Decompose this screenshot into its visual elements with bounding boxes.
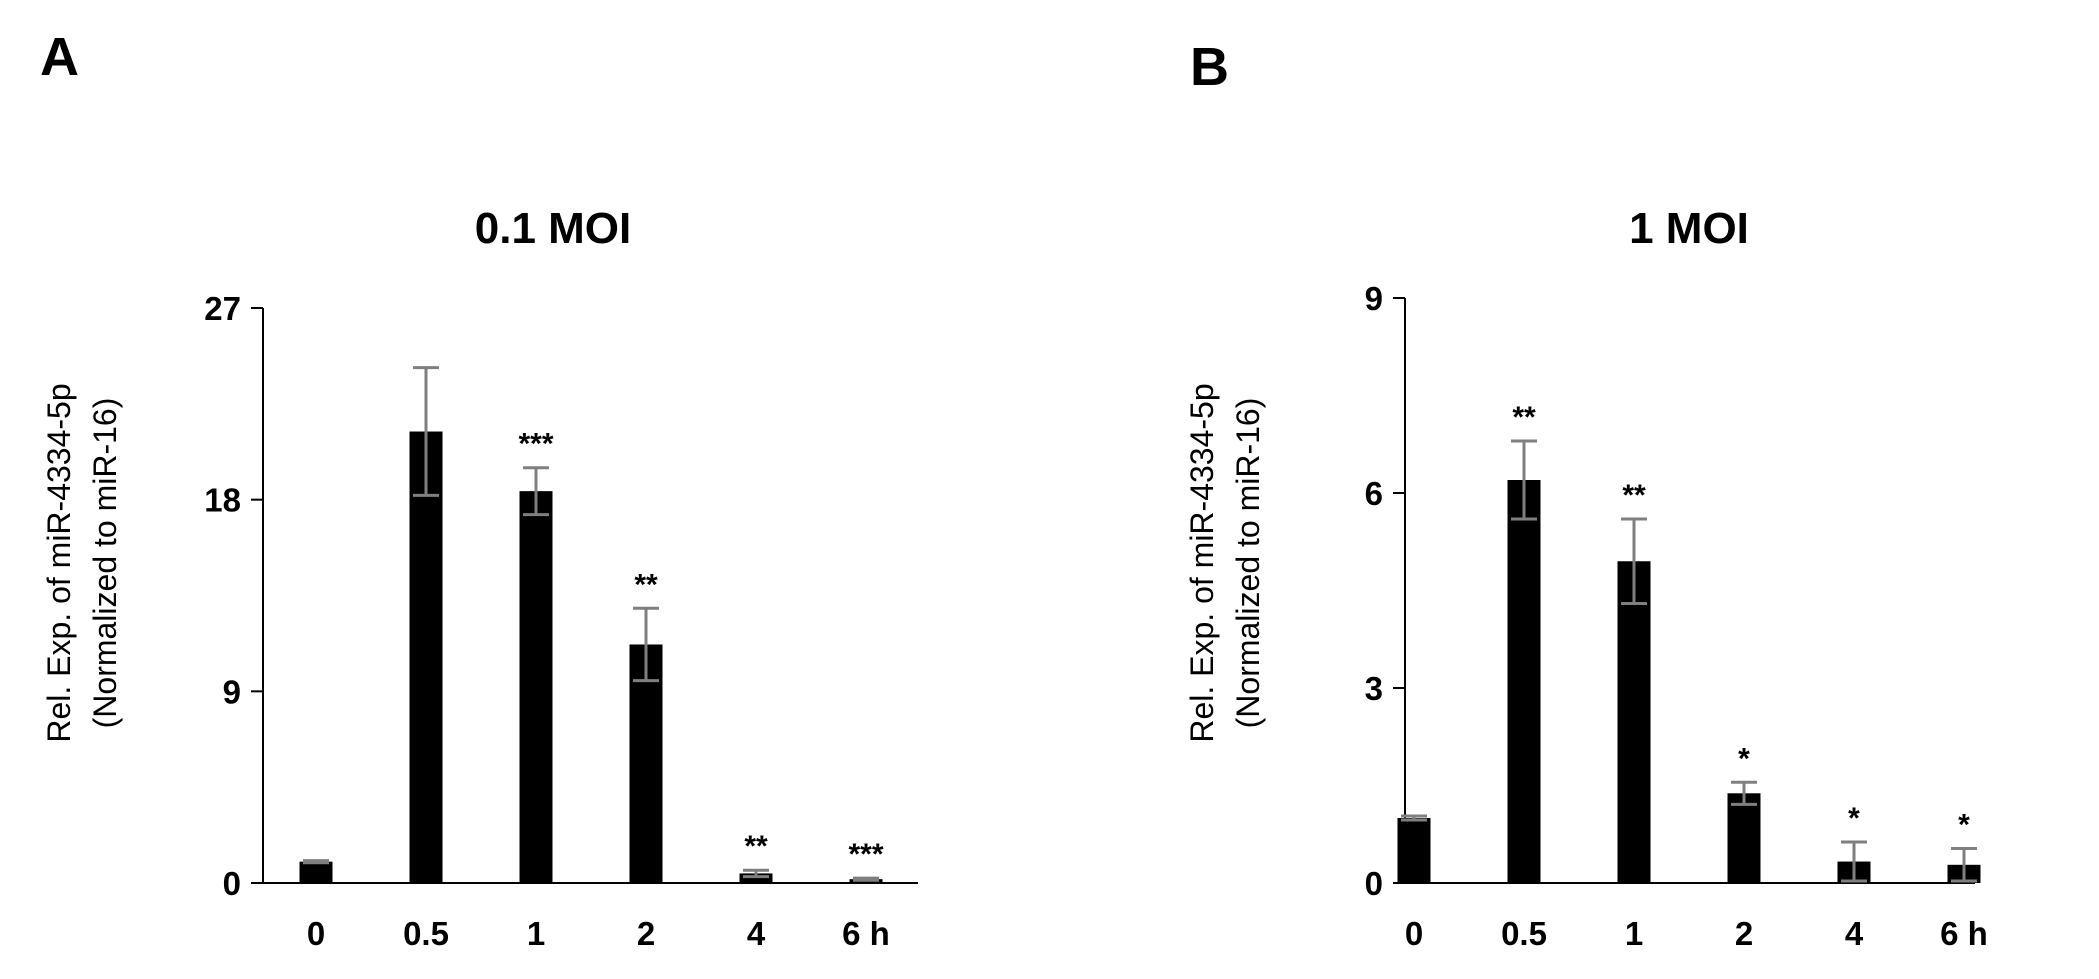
x-tick-label-a: 6 h (842, 915, 890, 952)
panel-b: B 1 MOI Rel. Exp. of miR-4334-5p (Normal… (1184, 37, 1988, 952)
bar-a (739, 873, 773, 883)
panel-letter-a: A (40, 27, 79, 87)
bar-b (1397, 818, 1431, 883)
significance-label-a: *** (848, 838, 883, 871)
significance-label-b: * (1738, 742, 1750, 775)
y-axis-label-line1-a: Rel. Exp. of miR-4334-5p (41, 383, 77, 742)
y-tick-label-a: 9 (223, 673, 241, 710)
y-tick-label-b: 6 (1365, 475, 1383, 512)
panel-a: A 0.1 MOI Rel. Exp. of miR-4334-5p (Norm… (40, 27, 918, 952)
bar-b (1727, 793, 1761, 883)
x-tick-label-b: 1 (1625, 915, 1643, 952)
significance-label-b: ** (1622, 479, 1646, 512)
bar-b (1507, 480, 1541, 883)
x-tick-label-a: 0.5 (403, 915, 449, 952)
bar-a (299, 861, 333, 883)
chart-title-b: 1 MOI (1629, 204, 1749, 253)
y-tick-label-a: 0 (223, 865, 241, 902)
y-axis-label-line2-a: (Normalized to miR-16) (87, 398, 123, 729)
x-tick-label-b: 2 (1735, 915, 1753, 952)
significance-label-a: *** (518, 428, 553, 461)
significance-label-a: ** (744, 830, 768, 863)
x-tick-label-b: 6 h (1940, 915, 1988, 952)
bar-a (629, 644, 663, 883)
y-tick-label-b: 9 (1365, 280, 1383, 317)
x-tick-label-b: 4 (1845, 915, 1864, 952)
y-tick-label-b: 0 (1365, 865, 1383, 902)
y-axis-label-a: Rel. Exp. of miR-4334-5p (Normalized to … (41, 383, 123, 742)
y-tick-label-a: 27 (204, 290, 241, 327)
plot-area-b: 0 3 6 9 0 ** 0.5 ** 1 * 2 * 4 * 6 h (1365, 280, 1988, 952)
bar-b (1617, 561, 1651, 883)
x-tick-label-a: 1 (527, 915, 545, 952)
chart-title-a: 0.1 MOI (475, 204, 632, 253)
bar-a (519, 491, 553, 883)
panel-letter-b: B (1190, 37, 1229, 97)
x-tick-label-b: 0 (1405, 915, 1423, 952)
x-tick-label-a: 4 (747, 915, 766, 952)
x-tick-label-a: 2 (637, 915, 655, 952)
significance-label-b: ** (1512, 401, 1536, 434)
y-axis-label-line2-b: (Normalized to miR-16) (1230, 398, 1266, 729)
y-tick-label-a: 18 (204, 482, 241, 519)
y-axis-label-line1-b: Rel. Exp. of miR-4334-5p (1184, 383, 1220, 742)
significance-label-b: * (1958, 809, 1970, 842)
x-tick-label-b: 0.5 (1501, 915, 1547, 952)
plot-area-a: 0 9 18 27 0 0.5 *** 1 ** 2 ** 4 *** 6 h (204, 290, 918, 952)
bar-a (409, 431, 443, 883)
y-axis-label-b: Rel. Exp. of miR-4334-5p (Normalized to … (1184, 383, 1266, 742)
x-tick-label-a: 0 (307, 915, 325, 952)
significance-label-a: ** (634, 568, 658, 601)
y-tick-label-b: 3 (1365, 670, 1383, 707)
significance-label-b: * (1848, 802, 1860, 835)
